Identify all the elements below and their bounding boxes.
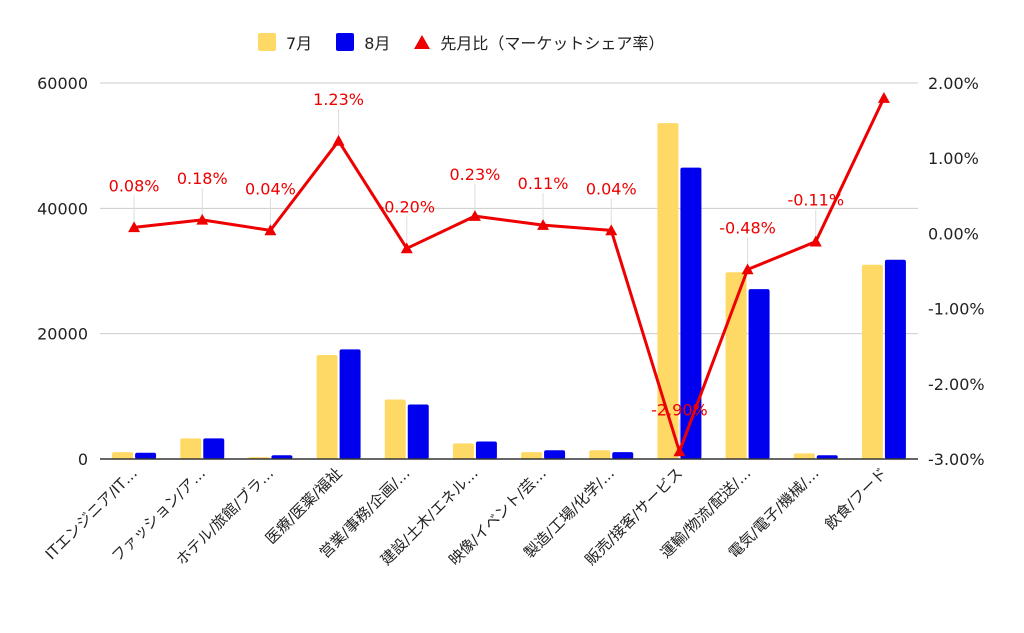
y-left-tick-label: 40000 [37,199,88,218]
legend-item-july: 7月 [258,30,312,54]
line-point-marker [877,92,890,103]
data-label: -0.20% [378,197,435,216]
bar-august [407,404,429,459]
bar-july [112,452,134,459]
bar-august [135,452,157,459]
data-label: 0.08% [109,176,160,195]
bar-july [384,399,406,459]
y-right-tick-label: 2.00% [928,74,979,93]
data-label: 0.04% [245,179,296,198]
bar-july [589,450,611,459]
bar-july [725,272,747,459]
data-label: 0.23% [450,165,501,184]
y-right-tick-label: 1.00% [928,149,979,168]
line-point-marker [741,263,754,275]
line-point-marker [196,213,209,225]
data-label: -0.48% [719,218,776,237]
line-point-marker [400,242,413,254]
bar-august [339,349,361,459]
share-change-line [133,97,886,453]
bar-august [884,259,906,459]
bar-july [452,443,474,459]
bar-july [657,123,679,460]
data-label: -0.11% [787,191,844,210]
data-label: 0.04% [586,179,637,198]
chart-legend: 7月 8月 先月比（マーケットシェア率） [258,28,688,56]
y-right-tick-label: -2.00% [928,375,985,394]
line-point-marker [468,210,481,221]
line-point-marker [673,445,686,457]
bar-july [861,264,883,459]
legend-triangle-icon [414,35,431,49]
bar-august [748,289,770,459]
line-point-marker [332,134,345,146]
bar-august [544,450,566,459]
y-right-tick-label: 0.00% [928,224,979,243]
data-label: 0.11% [518,174,569,193]
y-left-tick-label: 60000 [37,74,88,93]
x-tick-label: 飲食/フード [821,464,890,533]
bar-july [180,438,202,459]
bar-august [203,438,225,459]
legend-item-share-change: 先月比（マーケットシェア率） [414,30,664,54]
bar-august [680,167,702,459]
line-point-marker [537,219,550,230]
y-right-tick-label: -3.00% [928,450,985,469]
y-right-tick-label: -1.00% [928,300,985,319]
legend-label-august: 8月 [364,34,391,53]
line-point-marker [605,224,618,236]
data-label: -2.90% [651,400,708,419]
legend-item-august: 8月 [336,30,390,54]
line-point-marker [128,221,141,233]
line-point-marker [809,235,822,247]
legend-swatch-july [258,33,276,51]
bar-august [816,455,838,459]
y-left-tick-label: 20000 [37,325,88,344]
bar-july [793,453,815,459]
y-left-tick-label: 0 [78,450,88,469]
bar-august [612,452,634,459]
bar-july [316,354,338,459]
legend-swatch-august [336,33,355,51]
line-point-marker [264,224,277,236]
data-label: 0.18% [177,169,228,188]
bar-july [521,452,543,459]
data-label: 1.23% [313,90,364,109]
bar-august [271,455,293,459]
legend-label-share-change: 先月比（マーケットシェア率） [440,34,665,53]
bar-august [475,441,497,459]
legend-label-july: 7月 [286,34,313,53]
